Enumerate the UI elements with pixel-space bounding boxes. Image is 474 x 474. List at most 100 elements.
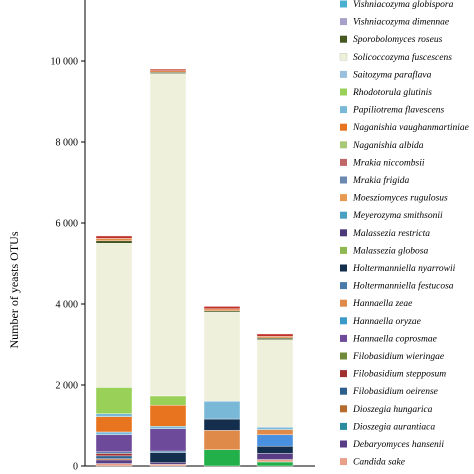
legend-swatch <box>340 440 347 448</box>
legend-swatch <box>340 370 347 378</box>
legend-swatch <box>340 0 347 8</box>
bar-segment <box>95 235 133 239</box>
bar-segment <box>149 68 187 71</box>
legend-label: Hannaella coprosmae <box>352 334 437 344</box>
bar-segment <box>256 337 294 340</box>
legend-item: Candida sake <box>340 458 405 468</box>
legend-item: Solicoccozyma fuscescens <box>339 52 452 63</box>
legend-swatch <box>340 106 347 114</box>
bar-segment <box>203 401 241 420</box>
bar-segment <box>95 243 133 388</box>
legend-item: Hannaella oryzae <box>340 317 421 327</box>
bar-segment <box>203 418 241 431</box>
legend-label: Mrakia niccombsii <box>352 158 425 168</box>
y-tick-label: 0 <box>73 462 78 473</box>
y-tick-label: 6 000 <box>56 219 79 230</box>
legend-label: Saitozyma paraflava <box>353 69 432 80</box>
bar-segment <box>149 405 187 427</box>
legend-label: Sporobolomyces roseus <box>353 35 443 45</box>
legend-label: Vishniacozyma dimennae <box>353 18 449 28</box>
bar-segment <box>149 464 187 467</box>
legend-swatch <box>340 458 347 466</box>
legend-item: Mrakia niccombsii <box>340 158 425 168</box>
bar-segment <box>256 429 294 436</box>
bar-4 <box>256 333 294 467</box>
bar-segment <box>95 413 133 417</box>
legend-label: Naganishia vaughanmartiniae <box>352 123 469 133</box>
bar-segment <box>256 459 294 463</box>
legend-label: Filobasidium wieringae <box>352 352 444 362</box>
legend-item: Malassezia restricta <box>340 229 430 239</box>
bar-segment <box>203 306 241 310</box>
legend-label: Papiliotrema flavescens <box>352 105 444 116</box>
y-tick-label: 2 000 <box>56 381 79 392</box>
legend-item: Meyerozyma smithsonii <box>340 211 443 221</box>
legend-label: Vishniacozyma globispora <box>353 0 454 10</box>
bar-3 <box>203 306 241 467</box>
bar-segment <box>95 455 133 459</box>
legend-item: Hannaella zeae <box>340 299 412 309</box>
legend-item: Rhodotorula glutinis <box>340 88 432 98</box>
bar-segment <box>256 426 294 430</box>
legend-item: Filobasidium oeirense <box>340 387 438 397</box>
bar-segment <box>95 451 133 454</box>
y-axis-label: Number of yeasts OTUs <box>7 231 21 348</box>
bar-segment <box>203 449 241 467</box>
bar-segment <box>256 445 294 454</box>
bar-segment <box>149 450 187 453</box>
bar-segment <box>256 339 294 428</box>
bar-segment <box>95 459 133 464</box>
legend-swatch <box>340 246 347 254</box>
legend-label: Holtermanniella nyarrowii <box>352 264 456 274</box>
legend-swatch <box>340 387 347 395</box>
legend-swatch <box>340 158 347 166</box>
legend-item: Papiliotrema flavescens <box>340 105 444 116</box>
y-axis-label-group: Number of yeasts OTUs <box>7 231 21 348</box>
legend-item: Hannaella coprosmae <box>340 334 437 344</box>
legend-label: Naganishia albida <box>352 141 424 151</box>
bar-segment <box>95 463 133 467</box>
legend-swatch <box>340 282 347 290</box>
y-tick-label: 4 000 <box>56 300 79 311</box>
legend-label: Candida sake <box>353 458 405 468</box>
legend-label: Filobasidium oeirense <box>352 387 438 397</box>
legend-item: Dioszegia aurantiaca <box>340 422 435 432</box>
legend-item: Naganishia vaughanmartiniae <box>340 123 469 133</box>
legend-item: Naganishia albida <box>340 141 424 151</box>
legend: Vishniacozyma globispora Vishniacozyma di… <box>339 0 469 468</box>
legend-label: Hannaella oryzae <box>352 317 421 327</box>
legend-swatch <box>340 334 347 342</box>
bar-segment <box>256 333 294 337</box>
bar-segment <box>95 387 133 414</box>
legend-item: Malassezia globosa <box>340 246 428 256</box>
legend-swatch <box>340 352 347 360</box>
bar-segment <box>95 431 133 436</box>
legend-item: Moesziomyces rugulosus <box>340 194 448 204</box>
legend-item: Vishniacozyma globispora <box>340 0 454 10</box>
legend-item: Holtermanniella festucosa <box>340 281 454 292</box>
legend-swatch <box>340 35 347 43</box>
y-tick-label: 10 000 <box>51 57 79 68</box>
legend-swatch <box>340 405 347 413</box>
legend-swatch <box>340 141 347 149</box>
bar-segment <box>149 395 187 406</box>
legend-swatch <box>340 194 347 202</box>
bar-segment <box>149 426 187 429</box>
bar-segment <box>149 428 187 452</box>
bar-1 <box>95 235 133 467</box>
legend-swatch <box>340 299 347 307</box>
bar-segment <box>95 416 133 433</box>
bar-segment <box>149 452 187 463</box>
legend-item: Saitozyma paraflava <box>340 69 432 80</box>
legend-item: Dioszegia hungarica <box>340 405 433 415</box>
legend-swatch <box>339 53 348 61</box>
bar-2 <box>149 68 187 467</box>
bar-segment <box>95 238 133 242</box>
legend-item: Sporobolomyces roseus <box>340 35 443 45</box>
legend-swatch <box>340 422 347 430</box>
legend-label: Holtermanniella festucosa <box>352 281 454 292</box>
bar-segment <box>256 336 294 339</box>
legend-label: Solicoccozyma fuscescens <box>353 52 452 63</box>
legend-label: Filobasidium stepposum <box>352 370 446 380</box>
